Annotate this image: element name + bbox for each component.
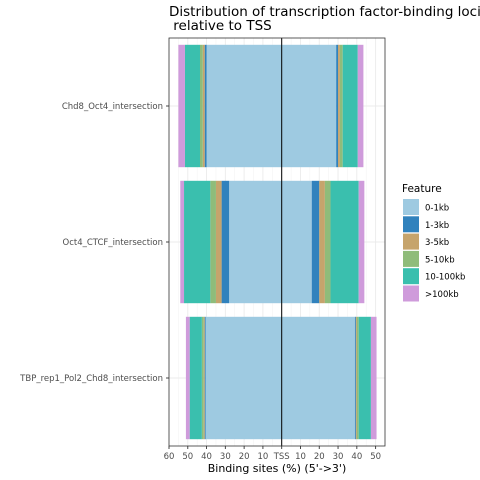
legend-key [403, 216, 419, 233]
x-tick-label: 50 [370, 452, 381, 462]
bar-segment-downstream [281, 316, 355, 440]
chart-title-line2: relative to TSS [169, 18, 272, 34]
bar-segment-downstream [338, 44, 340, 168]
bar-segment-downstream [319, 180, 325, 304]
x-tick-label: 10 [257, 452, 268, 462]
plot-border [168, 37, 386, 447]
bar-segment-downstream [330, 180, 359, 304]
legend-key [403, 233, 419, 250]
legend-label: 5-10kb [425, 255, 455, 265]
bar-segment-downstream [281, 180, 312, 304]
bar-segment-upstream [178, 44, 185, 168]
bar-segment-upstream [204, 44, 207, 168]
bar-segment-upstream [180, 180, 185, 304]
x-tick-label: 20 [239, 452, 250, 462]
x-tick-label: 50 [182, 452, 193, 462]
legend-key [403, 268, 419, 285]
x-tick-label: 40 [351, 452, 362, 462]
legend-title: Feature [402, 183, 442, 195]
x-tick-label: 60 [164, 452, 175, 462]
bar-segment-upstream [210, 180, 216, 304]
legend-label: 10-100kb [425, 273, 465, 283]
bar-segment-downstream [355, 316, 357, 440]
x-tick-label: 20 [314, 452, 325, 462]
bar-segment-downstream [370, 316, 377, 440]
y-tick-label: TBP_rep1_Pol2_Chd8_intersection [19, 374, 163, 384]
bar-segment-upstream [221, 180, 230, 304]
x-tick-label: TSS [273, 452, 290, 462]
bar-segment-downstream [281, 44, 337, 168]
bar-segment-downstream [356, 316, 359, 440]
bar-segment-upstream [185, 316, 190, 440]
legend: Feature 0-1kb 1-3kb 3-5kb 5-10kb 10-100kb >10… [402, 183, 465, 302]
bar-segment-downstream [324, 180, 331, 304]
bar-segment-upstream [204, 316, 206, 440]
bar-segment-upstream [201, 316, 204, 440]
x-tick-label: 30 [220, 452, 231, 462]
y-tick-label: Chd8_Oct4_intersection [62, 102, 163, 112]
legend-label: 1-3kb [425, 221, 449, 231]
bar-segment-upstream [202, 44, 205, 168]
bar-segment-downstream [357, 44, 364, 168]
legend-label: 0-1kb [425, 204, 449, 214]
bar-segment-upstream [229, 180, 282, 304]
x-axis-label: Binding sites (%) (5'->3') [208, 462, 347, 475]
bar-segment-downstream [342, 44, 358, 168]
legend-label: 3-5kb [425, 238, 449, 248]
chart-title-line1: Distribution of transcription factor-bin… [169, 4, 480, 20]
legend-key [403, 199, 419, 215]
x-tick-label: 40 [201, 452, 212, 462]
bar-segment-downstream [339, 44, 343, 168]
bar-segment-downstream [358, 180, 365, 304]
bar-segment-downstream [358, 316, 371, 440]
x-tick-label: 10 [295, 452, 306, 462]
bar-segment-upstream [189, 316, 202, 440]
legend-label: >100kb [425, 290, 459, 300]
bar-segment-downstream [311, 180, 320, 304]
bar-segment-upstream [206, 44, 282, 168]
bar-segment-downstream [336, 44, 339, 168]
bar-segment-upstream [203, 316, 205, 440]
legend-key [403, 250, 419, 267]
plot-area: Chd8_Oct4_intersection Oct4_CTCF_intersec… [19, 37, 386, 462]
bar-segment-upstream [205, 316, 282, 440]
bar-segment-upstream [184, 44, 200, 168]
bar-segment-upstream [215, 180, 222, 304]
bar-segment-downstream [354, 316, 356, 440]
bar-segment-upstream [184, 180, 211, 304]
y-tick-label: Oct4_CTCF_intersection [63, 238, 163, 248]
x-tick-label: 30 [333, 452, 344, 462]
legend-key [403, 285, 419, 302]
bar-segment-upstream [199, 44, 203, 168]
